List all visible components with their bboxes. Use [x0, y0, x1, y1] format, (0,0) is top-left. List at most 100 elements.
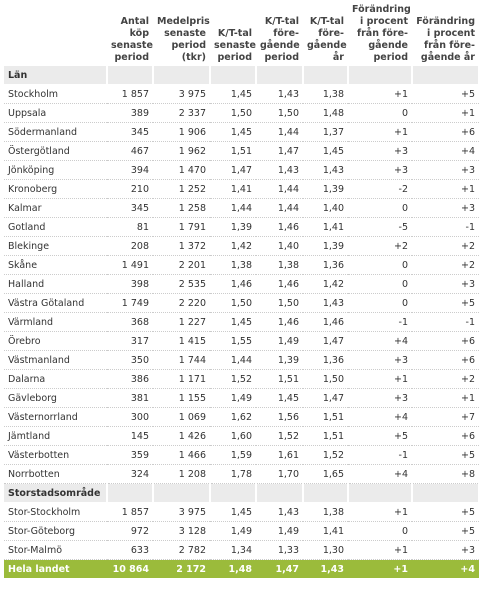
header-line: gående	[260, 40, 300, 51]
cell: 2 172	[153, 559, 210, 578]
cell: 345	[107, 122, 153, 142]
header-line: period	[217, 52, 252, 63]
cell: 386	[107, 369, 153, 389]
cell: -1	[348, 312, 412, 332]
cell: +1	[412, 103, 479, 123]
cell: +3	[412, 198, 479, 218]
cell: -5	[348, 217, 412, 237]
cell: 1,46	[256, 312, 303, 332]
section-cell	[107, 483, 154, 503]
row-label: Stor-Malmö	[4, 540, 107, 560]
cell: 1,49	[210, 521, 256, 541]
cell: +2	[348, 236, 412, 256]
row-label: Kronoberg	[4, 179, 107, 199]
data-row: Västmanland 350 1 744 1,44 1,39 1,36 +3 +6	[4, 350, 479, 370]
cell: 10 864	[107, 559, 153, 578]
section-title: Län	[4, 66, 108, 85]
cell: +1	[412, 179, 479, 199]
header-cell: Förändring i procent från före-gående år	[412, 2, 479, 66]
cell: 1,41	[303, 521, 348, 541]
cell: 1,52	[256, 426, 303, 446]
cell: 1,44	[256, 179, 303, 199]
cell: +6	[412, 350, 479, 370]
cell: 1,44	[210, 350, 256, 370]
cell: 2 535	[153, 274, 210, 294]
cell: 1,43	[256, 160, 303, 180]
cell: 1,49	[256, 521, 303, 541]
cell: 0	[348, 198, 412, 218]
row-label: Skåne	[4, 255, 107, 275]
cell: 1,52	[303, 445, 348, 465]
cell: 1 466	[153, 445, 210, 465]
cell: 1,78	[210, 464, 256, 484]
cell: 1,38	[303, 84, 348, 104]
header-line: från före-	[356, 28, 408, 39]
cell: 1,44	[256, 198, 303, 218]
cell: 1,36	[303, 255, 348, 275]
cell: 2 782	[153, 540, 210, 560]
cell: +5	[412, 84, 479, 104]
cell: +3	[412, 540, 479, 560]
header-line: köp	[129, 28, 149, 39]
cell: 1,47	[256, 559, 303, 578]
row-label: Stockholm	[4, 84, 107, 104]
cell: +1	[348, 559, 412, 578]
cell: +4	[348, 331, 412, 351]
cell: -1	[412, 312, 479, 332]
data-row: Gotland 81 1 791 1,39 1,46 1,41 -5 -1	[4, 217, 479, 237]
cell: 1 906	[153, 122, 210, 142]
cell: 1 857	[107, 502, 153, 522]
cell: 1,45	[210, 312, 256, 332]
header-line: före-	[318, 28, 344, 39]
cell: 2 220	[153, 293, 210, 313]
cell: +4	[412, 141, 479, 161]
cell: +8	[412, 464, 479, 484]
cell: 1,50	[256, 293, 303, 313]
data-row: Värmland 368 1 227 1,45 1,46 1,46 -1 -1	[4, 312, 479, 332]
cell: 398	[107, 274, 153, 294]
cell: 1,43	[256, 502, 303, 522]
cell: 1,43	[303, 160, 348, 180]
cell: 1 252	[153, 179, 210, 199]
cell: -1	[412, 217, 479, 237]
cell: 1,43	[256, 84, 303, 104]
header-line: senaste	[111, 40, 153, 51]
cell: 1,49	[256, 331, 303, 351]
row-label: Blekinge	[4, 236, 107, 256]
header-cell: K/T-tal senaste period	[210, 2, 256, 66]
cell: 1,39	[256, 350, 303, 370]
cell: 1,51	[256, 369, 303, 389]
cell: 1 258	[153, 198, 210, 218]
header-cell: Förändring i procent från före-gående perio…	[348, 2, 412, 66]
section-cell	[412, 66, 480, 85]
header-line: senaste	[214, 40, 256, 51]
row-label: Stor-Göteborg	[4, 521, 107, 541]
data-row: Stockholm 1 857 3 975 1,45 1,43 1,38 +1 +5	[4, 84, 479, 104]
cell: +2	[412, 255, 479, 275]
cell: +1	[348, 540, 412, 560]
cell: 1,42	[210, 236, 256, 256]
data-row: Västra Götaland 1 749 2 220 1,50 1,50 1,43 0 +5	[4, 293, 479, 313]
section-cell	[210, 483, 257, 503]
row-label: Dalarna	[4, 369, 107, 389]
data-row: Stor-Malmö 633 2 782 1,34 1,33 1,30 +1 +3	[4, 540, 479, 560]
cell: 1,50	[210, 103, 256, 123]
row-label: Västernorrland	[4, 407, 107, 427]
cell: 1 857	[107, 84, 153, 104]
section-cell	[107, 66, 154, 85]
cell: 1,60	[210, 426, 256, 446]
cell: +5	[412, 293, 479, 313]
cell: +5	[412, 521, 479, 541]
table-body: Län Stockholm 1 857 3 975 1,45 1,43 1,38 +1 +5 Up…	[4, 66, 480, 578]
header-line: gående	[307, 40, 347, 51]
row-label: Västmanland	[4, 350, 107, 370]
cell: 350	[107, 350, 153, 370]
cell: 1,52	[210, 369, 256, 389]
section-title: Storstadsområde	[4, 483, 108, 503]
cell: 633	[107, 540, 153, 560]
header-line: Medelpris	[157, 16, 210, 27]
header-line: K/T-tal	[264, 16, 299, 27]
row-label: Kalmar	[4, 198, 107, 218]
cell: 2 201	[153, 255, 210, 275]
data-row: Kronoberg 210 1 252 1,41 1,44 1,39 -2 +1	[4, 179, 479, 199]
